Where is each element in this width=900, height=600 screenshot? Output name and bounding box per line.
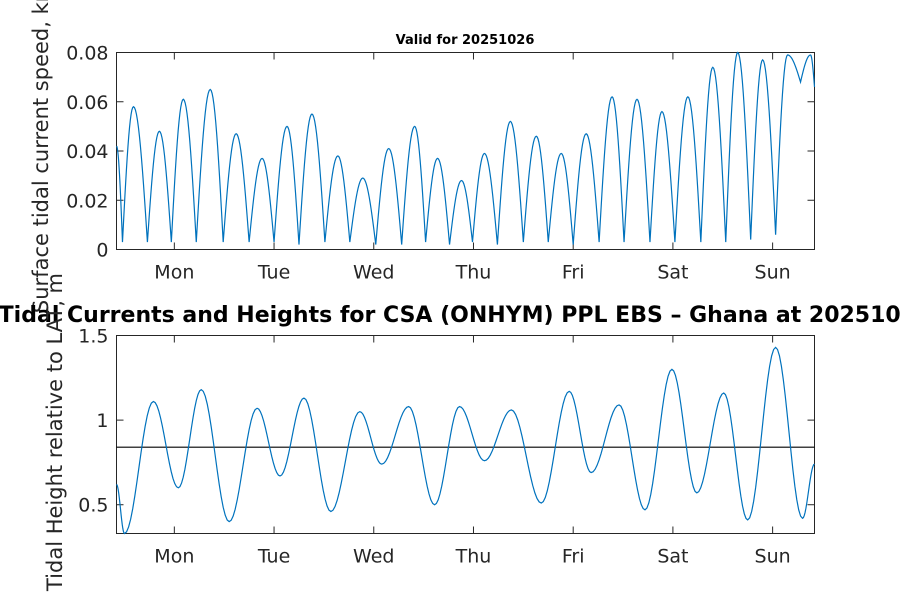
tidal-height-x-tick-label: Tue <box>257 546 290 568</box>
current-speed-x-tick-label: Fri <box>562 262 585 284</box>
current-speed-y-tick-label: 0.04 <box>66 141 108 163</box>
tidal-height-x-ticks: Mon Tue Wed Thu Fri Sat Sun <box>154 335 791 568</box>
tidal-height-y-tick-label: 0.5 <box>78 495 108 517</box>
current-speed-y-tick-label: 0.02 <box>66 190 108 212</box>
tidal-height-y-tick-label: 1 <box>96 410 108 432</box>
current-speed-x-tick-label: Tue <box>257 262 290 284</box>
tidal-height-series <box>116 346 815 535</box>
current-speed-x-tick-label: Thu <box>455 262 492 284</box>
tidal-height-x-tick-label: Mon <box>154 546 194 568</box>
current-speed-series <box>116 51 816 245</box>
current-speed-title: Valid for 20251026 <box>396 33 535 48</box>
tidal-height-y-tick-label: 1.5 <box>78 326 108 348</box>
current-speed-y-tick-label: 0 <box>96 240 108 262</box>
tidal-height-x-tick-label: Thu <box>455 546 492 568</box>
current-speed-y-ticks: 0 0.02 0.04 0.06 0.08 <box>66 43 815 262</box>
tidal-height-axes: 0.5 1 1.5 Mon Tue Wed Thu Fri Sat Sun Tidal Curr… <box>0 273 900 592</box>
tidal-height-x-tick-label: Fri <box>562 546 585 568</box>
current-speed-y-tick-label: 0.08 <box>66 43 108 65</box>
tidal-height-plot-area <box>116 335 815 534</box>
main-title: Tidal Currents and Heights for CSA (ONHY… <box>0 303 900 328</box>
current-speed-y-label: Surface tidal current speed, kn <box>29 0 53 313</box>
tidal-height-y-label: Tidal Height relative to LAT, m <box>43 273 67 592</box>
tidal-height-y-ticks: 0.5 1 1.5 <box>78 326 815 517</box>
tidal-height-x-tick-label: Sat <box>657 546 688 568</box>
current-speed-x-ticks: Mon Tue Wed Thu Fri Sat Sun <box>154 52 791 284</box>
current-speed-x-tick-label: Sat <box>657 262 688 284</box>
current-speed-y-tick-label: 0.06 <box>66 92 108 114</box>
tidal-height-x-tick-label: Wed <box>353 546 394 568</box>
current-speed-x-tick-label: Sun <box>755 262 791 284</box>
current-speed-x-tick-label: Wed <box>353 262 394 284</box>
current-speed-x-tick-label: Mon <box>154 262 194 284</box>
tidal-height-x-tick-label: Sun <box>755 546 791 568</box>
current-speed-axes: 00.020.040.060.08 Mon Tue Wed Thu Fri Sat Sun … <box>29 0 816 313</box>
